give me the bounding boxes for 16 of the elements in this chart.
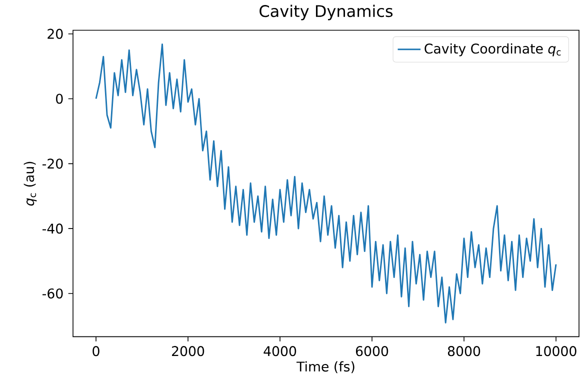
y-tick-label: -20 <box>42 158 63 169</box>
y-tick-label: -60 <box>42 288 63 299</box>
chart-title: Cavity Dynamics <box>260 4 393 20</box>
x-tick-label: 10000 <box>536 346 576 356</box>
x-tick-label: 4000 <box>264 346 296 356</box>
x-tick-label: 6000 <box>356 346 388 356</box>
y-tick-label: 20 <box>48 28 63 39</box>
x-tick-label: 0 <box>92 346 100 356</box>
legend-label: Cavity Coordinate q$_{c}$ <box>424 43 561 56</box>
x-tick-label: 2000 <box>172 346 204 356</box>
y-axis-title: q$_{c}$ (au) <box>24 162 37 206</box>
x-tick-label: 8000 <box>448 346 480 356</box>
y-tick-label: -40 <box>42 224 63 234</box>
x-axis-title: Time (fs) <box>296 361 354 374</box>
y-tick-label: 0 <box>56 94 63 104</box>
line-series <box>95 44 557 324</box>
